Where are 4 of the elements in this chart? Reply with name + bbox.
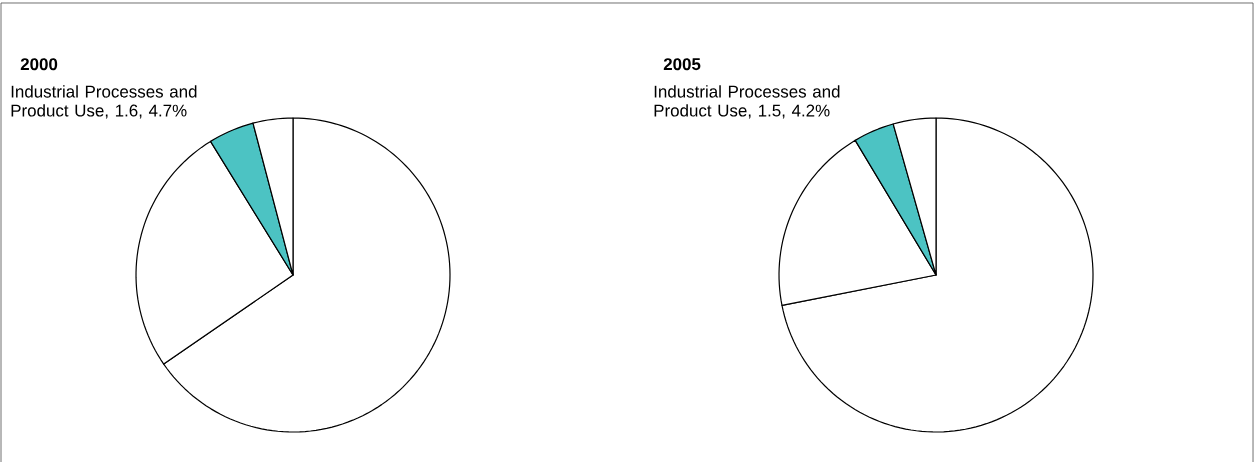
chart-title: 2000 [20, 58, 58, 71]
slice-label: Industrial Processes and Product Use, 1.6, 4.7% [11, 85, 197, 119]
slice-label: Industrial Processes and Product Use, 1.5, 4.2% [654, 85, 840, 119]
chart-title: 2005 [663, 58, 701, 71]
